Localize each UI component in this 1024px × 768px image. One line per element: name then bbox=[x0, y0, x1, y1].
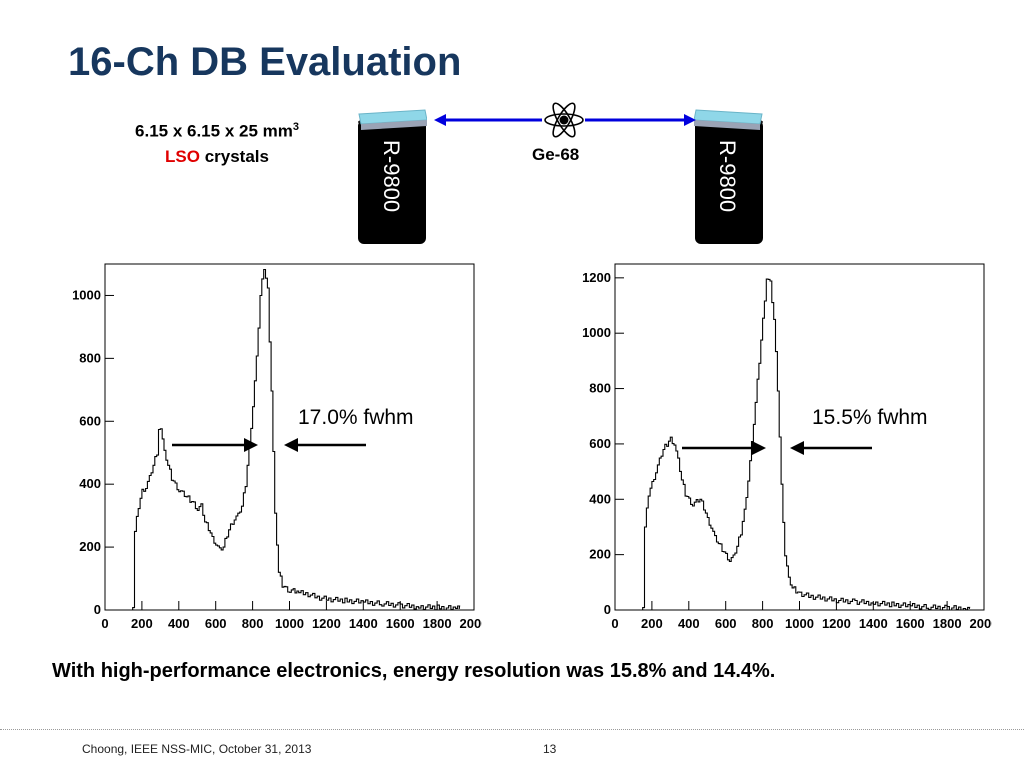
right-histogram-x-tick-label: 1000 bbox=[785, 616, 814, 631]
right-fwhm-label: 15.5% fwhm bbox=[812, 406, 928, 429]
left-histogram-x-tick-label: 600 bbox=[205, 616, 227, 631]
crystal-material-line: LSO crystals bbox=[92, 144, 342, 169]
source-arrows bbox=[434, 102, 696, 138]
right-histogram-y-tick-label: 200 bbox=[589, 547, 611, 562]
slide-title: 16-Ch DB Evaluation bbox=[68, 40, 462, 84]
right-histogram-x-tick-label: 200 bbox=[641, 616, 663, 631]
left-histogram-y-tick-label: 200 bbox=[79, 539, 101, 554]
right-histogram-x-tick-label: 800 bbox=[752, 616, 774, 631]
right-histogram-x-tick-label: 1600 bbox=[896, 616, 925, 631]
page-number: 13 bbox=[543, 742, 557, 756]
right-histogram-x-tick-label: 0 bbox=[611, 616, 618, 631]
left-histogram-x-tick-label: 1800 bbox=[423, 616, 452, 631]
left-histogram-y-tick-label: 600 bbox=[79, 413, 101, 428]
left-pmt-image bbox=[358, 109, 427, 244]
right-histogram-y-tick-label: 400 bbox=[589, 491, 611, 506]
right-pmt-label: R-9800 bbox=[715, 140, 740, 213]
footer-divider bbox=[0, 729, 1024, 730]
right-histogram-y-tick-label: 1000 bbox=[582, 325, 611, 340]
crystal-dimensions-exponent: 3 bbox=[292, 121, 299, 133]
right-histogram-y-tick-label: 0 bbox=[604, 602, 611, 617]
left-histogram-y-tick-label: 400 bbox=[79, 476, 101, 491]
atom-icon bbox=[544, 102, 584, 138]
crystal-word: crystals bbox=[199, 146, 269, 166]
left-histogram-y-tick-label: 800 bbox=[79, 350, 101, 365]
left-histogram-x-tick-label: 0 bbox=[101, 616, 108, 631]
left-histogram-spectrum-line bbox=[132, 268, 461, 611]
footer-credit: Choong, IEEE NSS-MIC, October 31, 2013 bbox=[82, 742, 312, 756]
left-histogram-x-tick-label: 200 bbox=[131, 616, 153, 631]
left-pmt-label: R-9800 bbox=[379, 140, 404, 213]
left-fwhm-arrows bbox=[172, 438, 366, 452]
left-histogram-plot-frame bbox=[104, 263, 475, 611]
right-histogram-y-tick-label: 1200 bbox=[582, 270, 611, 285]
left-histogram-x-tick-label: 1000 bbox=[275, 616, 304, 631]
right-pmt-image bbox=[694, 109, 763, 244]
left-histogram-x-tick-label: 400 bbox=[168, 616, 190, 631]
right-histogram-x-tick-label: 400 bbox=[678, 616, 700, 631]
right-histogram-y-tick-label: 800 bbox=[589, 381, 611, 396]
left-histogram-y-tick-label: 1000 bbox=[72, 287, 101, 302]
left-histogram-y-tick-label: 0 bbox=[94, 602, 101, 617]
crystal-description: 6.15 x 6.15 x 25 mm3 LSO crystals bbox=[92, 115, 342, 169]
right-histogram-x-tick-label: 1200 bbox=[822, 616, 851, 631]
source-label: Ge-68 bbox=[532, 145, 580, 164]
crystal-dimensions-text: 6.15 x 6.15 x 25 mm bbox=[135, 121, 293, 141]
right-histogram-spectrum-line bbox=[642, 278, 971, 611]
left-histogram-x-tick-label: 1200 bbox=[312, 616, 341, 631]
right-histogram-x-tick-label: 1400 bbox=[859, 616, 888, 631]
right-fwhm-arrows bbox=[682, 441, 872, 455]
right-histogram-x-tick-label: 1800 bbox=[933, 616, 962, 631]
left-fwhm-label: 17.0% fwhm bbox=[298, 406, 414, 429]
right-histogram-x-tick-label: 600 bbox=[715, 616, 737, 631]
conclusion-text: With high-performance electronics, energ… bbox=[52, 660, 776, 682]
left-histogram-x-tick-label: 1600 bbox=[386, 616, 415, 631]
left-histogram-x-tick-label: 800 bbox=[242, 616, 264, 631]
crystal-dimensions: 6.15 x 6.15 x 25 mm3 bbox=[92, 115, 342, 144]
left-histogram-x-tick-label: 1400 bbox=[349, 616, 378, 631]
right-histogram-plot-frame bbox=[614, 263, 985, 611]
right-histogram-y-tick-label: 600 bbox=[589, 436, 611, 451]
crystal-material: LSO bbox=[165, 146, 200, 166]
